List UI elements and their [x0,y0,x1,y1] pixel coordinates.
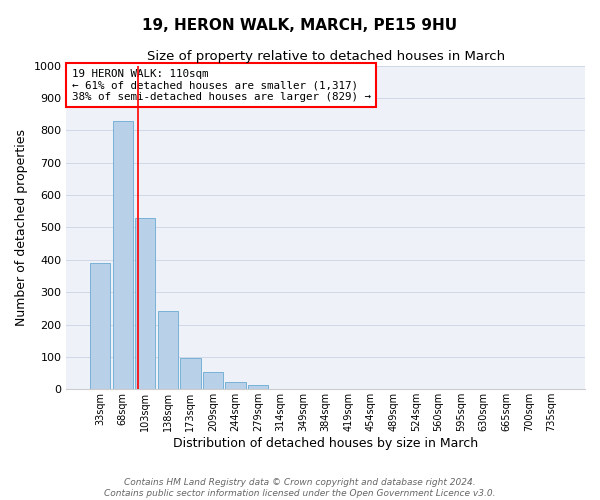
Bar [248,386,268,390]
Bar [113,121,133,390]
Bar [226,382,245,390]
Bar [180,358,200,390]
Text: Contains HM Land Registry data © Crown copyright and database right 2024.
Contai: Contains HM Land Registry data © Crown c… [104,478,496,498]
X-axis label: Distribution of detached houses by size in March: Distribution of detached houses by size … [173,437,478,450]
Bar [158,311,178,390]
Y-axis label: Number of detached properties: Number of detached properties [15,129,28,326]
Title: Size of property relative to detached houses in March: Size of property relative to detached ho… [146,50,505,63]
Text: 19, HERON WALK, MARCH, PE15 9HU: 19, HERON WALK, MARCH, PE15 9HU [142,18,458,32]
Bar [135,218,155,390]
Text: 19 HERON WALK: 110sqm
← 61% of detached houses are smaller (1,317)
38% of semi-d: 19 HERON WALK: 110sqm ← 61% of detached … [71,69,371,102]
Bar [203,372,223,390]
Bar [90,263,110,390]
